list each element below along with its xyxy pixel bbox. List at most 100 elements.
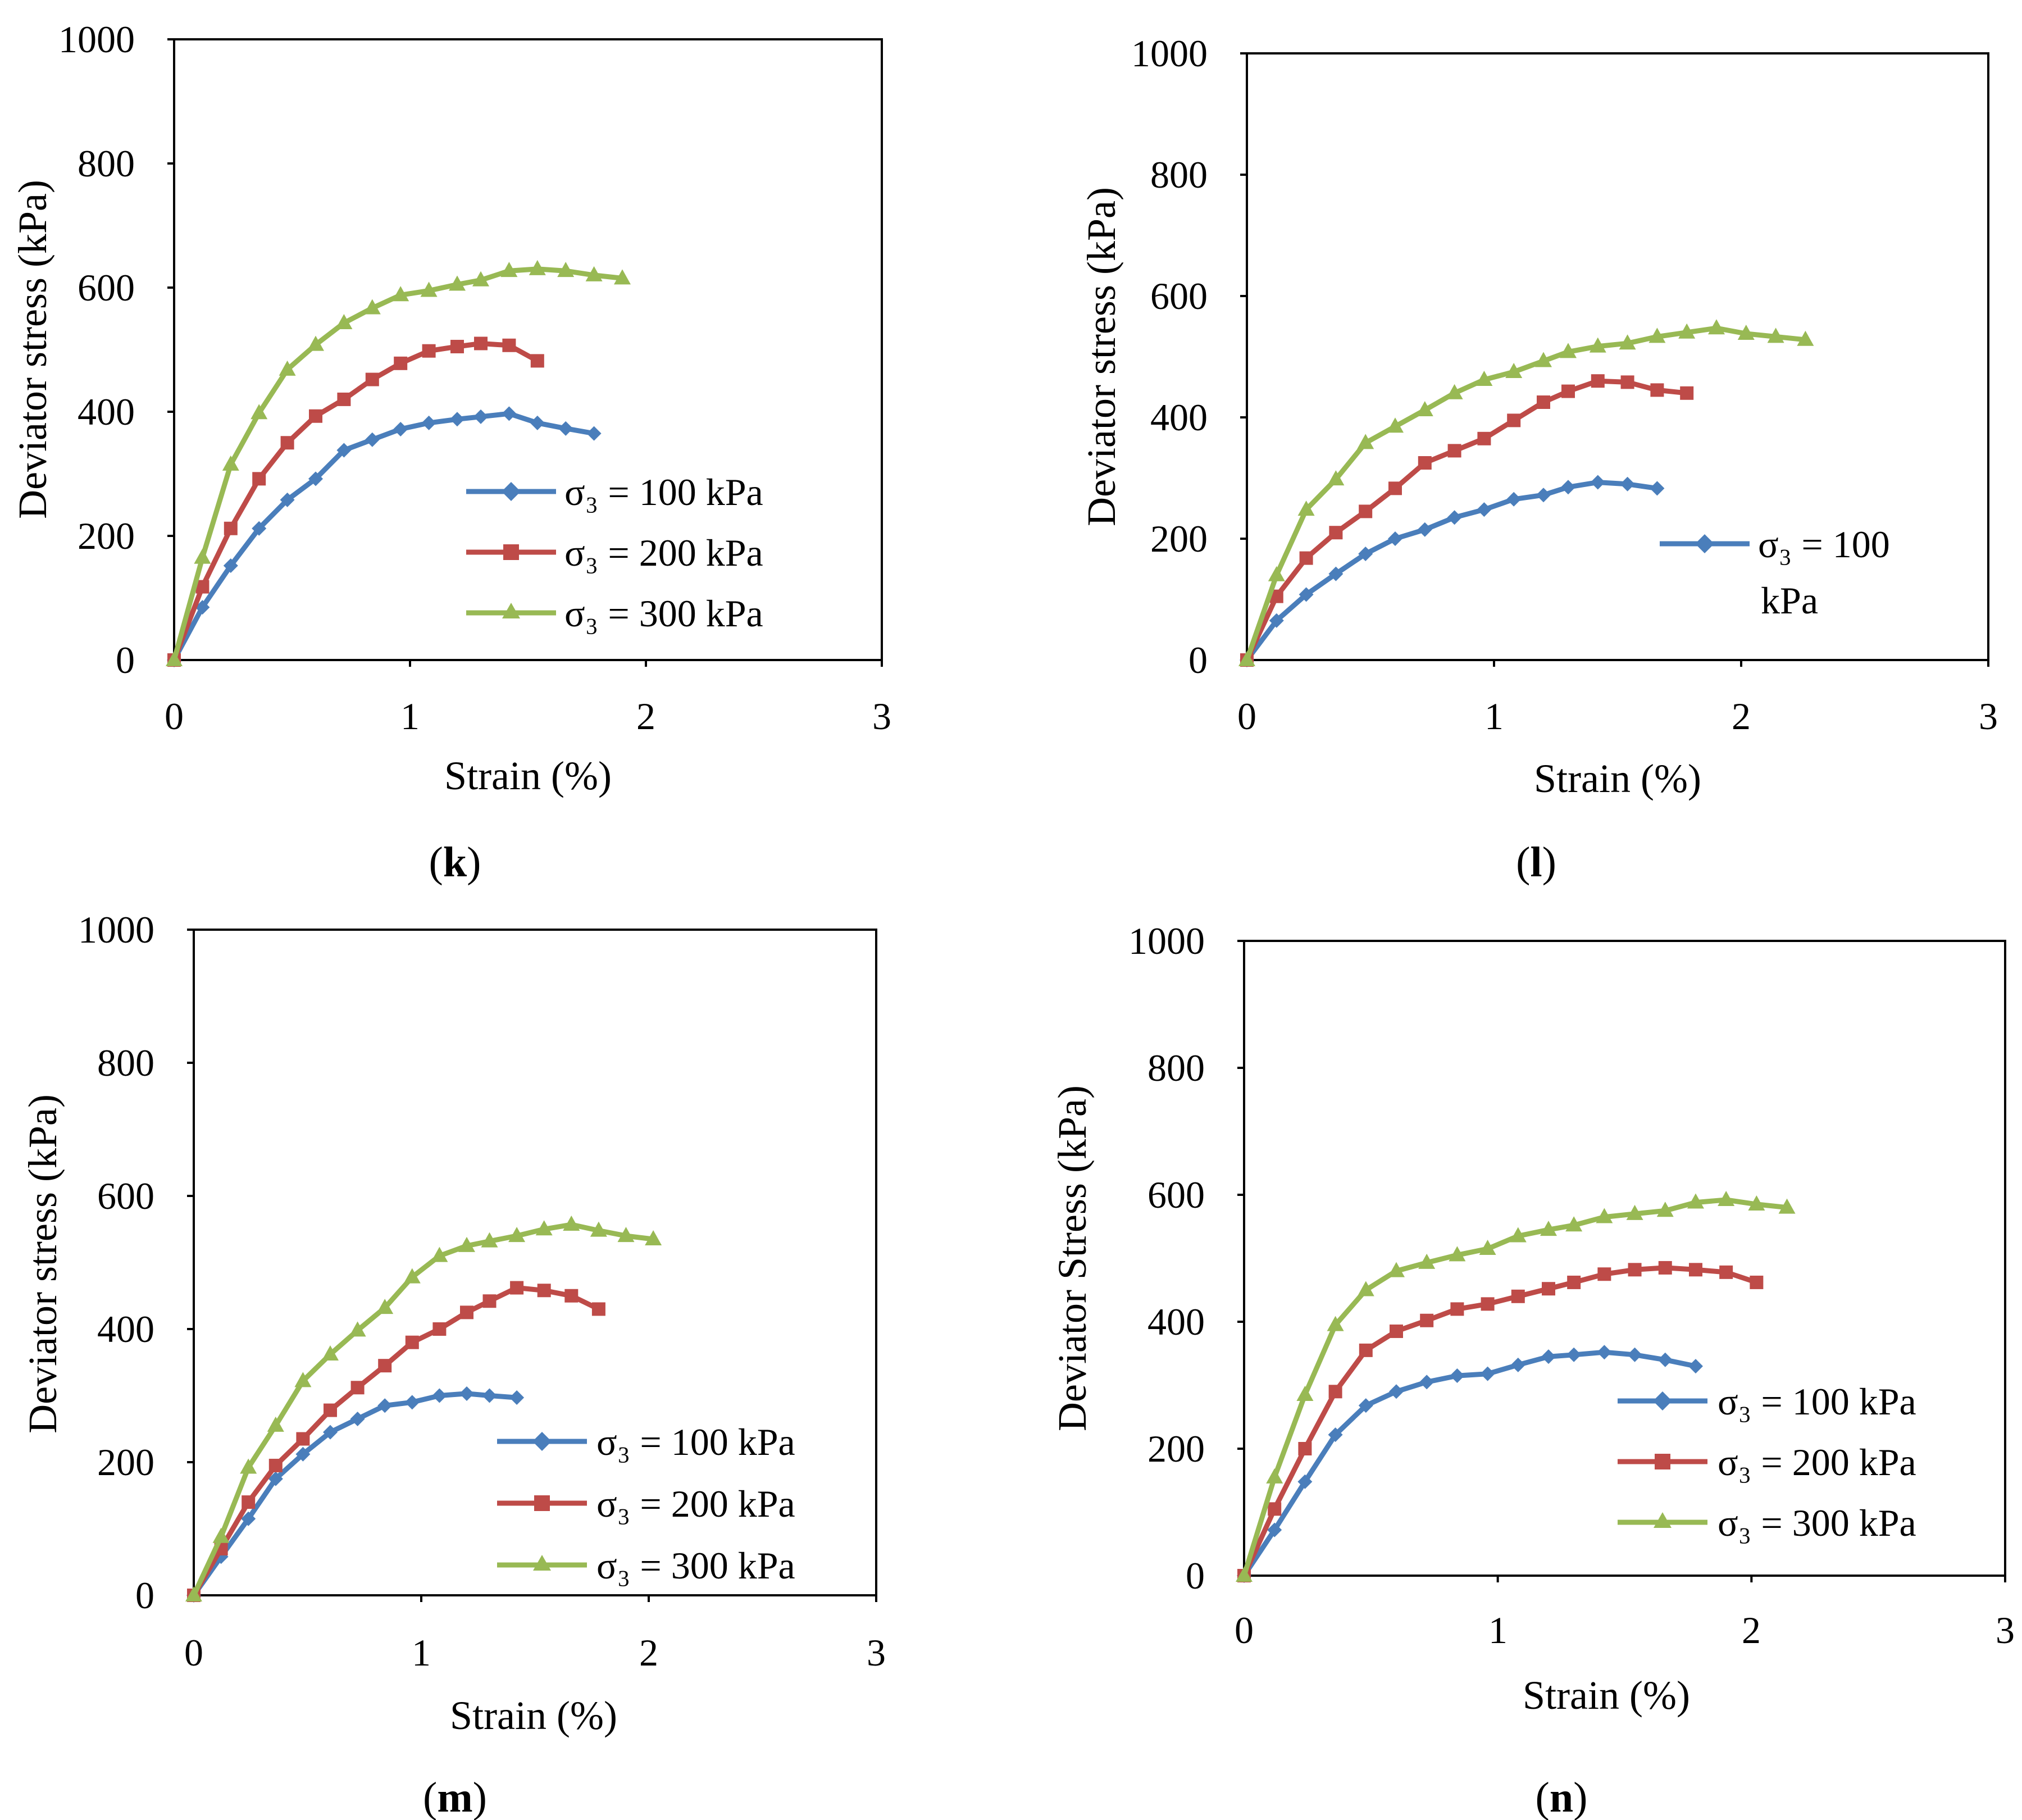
data-point [510, 1281, 524, 1295]
x-axis-title: Strain (%) [1534, 756, 1701, 801]
legend: σ₃ = 100 kPa σ₃ = 200 kPa σ₃ = 300 kPa [497, 1421, 795, 1587]
legend-marker [502, 603, 520, 618]
data-point [1418, 456, 1432, 470]
y-ticks: 0 200 400 600 800 1000 [1131, 32, 1208, 681]
y-tick-label: 400 [1150, 396, 1208, 439]
data-point [1269, 613, 1284, 628]
series-line [1244, 325, 1806, 661]
data-point [1267, 1522, 1282, 1537]
data-point [1298, 1442, 1312, 1455]
legend-label: σ₃ = 200 kPa [596, 1482, 795, 1525]
data-point [1449, 1246, 1466, 1262]
data-point [295, 1446, 311, 1462]
data-point [1357, 434, 1374, 449]
x-tick-label: 3 [867, 1631, 886, 1674]
data-point [1561, 480, 1575, 495]
data-point [252, 472, 266, 486]
data-point [1236, 1567, 1253, 1582]
data-point [1477, 431, 1491, 445]
legend-entry: σ₃ = 100 kPa [497, 1421, 795, 1463]
data-point [1589, 337, 1606, 353]
data-point [1597, 1267, 1611, 1281]
data-point [1419, 1375, 1434, 1390]
legend-entry: σ₃ = 200 kPa [1618, 1441, 1916, 1484]
y-tick-label: 200 [1147, 1427, 1205, 1470]
legend-entry: σ₃ = 300 kPa [497, 1544, 795, 1587]
legend-label: σ₃ = 100 kPa [1718, 1380, 1916, 1423]
data-point [280, 492, 295, 507]
legend-marker [1655, 1454, 1670, 1469]
data-point [1505, 363, 1523, 378]
data-point [590, 1221, 607, 1237]
data-point [421, 415, 436, 430]
data-point [307, 335, 324, 351]
data-point [240, 1458, 257, 1474]
data-point [1297, 501, 1315, 516]
y-tick-label: 0 [135, 1574, 154, 1617]
series-2 [187, 1281, 605, 1602]
data-point [404, 1395, 420, 1410]
plot-frame [1246, 52, 1989, 661]
data-point [403, 1268, 421, 1284]
data-point [460, 1305, 473, 1320]
data-point [1628, 1263, 1642, 1277]
data-point [563, 1215, 580, 1231]
data-point [1718, 1191, 1735, 1207]
x-tick-label: 1 [412, 1631, 431, 1674]
data-point [585, 266, 603, 281]
series-line [192, 1285, 600, 1597]
series-3 [1236, 1191, 1796, 1582]
caption-letter: l [1530, 839, 1542, 886]
data-point [1358, 1398, 1373, 1413]
x-tick-label: 0 [184, 1631, 203, 1674]
data-point [222, 455, 239, 471]
legend: σ₃ = 100 kPa σ₃ = 200 kPa σ₃ = 300 kPa [466, 471, 763, 635]
data-point [336, 443, 352, 458]
series-3 [1238, 319, 1814, 666]
data-point [1418, 1253, 1436, 1269]
data-point [1687, 1193, 1704, 1209]
data-point [363, 299, 381, 315]
data-point [1447, 444, 1461, 458]
data-point [350, 1411, 365, 1426]
legend-marker [533, 1555, 551, 1571]
y-tick-label: 0 [1186, 1554, 1205, 1597]
caption-letter: k [443, 839, 467, 886]
data-point [350, 1381, 365, 1395]
data-point [1536, 488, 1551, 503]
legend-label: σ₃ = 300 kPa [564, 592, 763, 635]
data-point [586, 426, 602, 441]
y-tick-label: 600 [1150, 275, 1208, 317]
data-point [502, 338, 516, 352]
series-line [1244, 378, 1687, 661]
panel-n: 0 200 400 600 800 1000 0 1 2 3 Strain (%… [1050, 920, 2015, 1820]
panel-caption: (n) [1536, 1774, 1588, 1820]
data-point [1446, 384, 1463, 399]
data-point [309, 409, 322, 423]
data-point [1680, 386, 1694, 400]
legend-marker [502, 482, 521, 501]
legend-marker [1653, 1391, 1672, 1411]
data-point [502, 406, 517, 421]
data-point [1481, 1297, 1495, 1311]
data-point [614, 269, 631, 285]
data-point [376, 1299, 394, 1314]
plot-frame [193, 929, 877, 1596]
y-tick-label: 800 [78, 142, 135, 185]
data-point [1477, 502, 1492, 517]
data-point [1388, 481, 1402, 495]
data-point [500, 262, 518, 277]
y-axis-title: Deviator stress (kPa) [1079, 187, 1124, 526]
y-tick-label: 200 [78, 515, 135, 557]
data-point [459, 1386, 474, 1401]
x-tick-label: 1 [1488, 1609, 1508, 1651]
data-point [1299, 587, 1314, 602]
x-tick-label: 3 [1979, 695, 1998, 738]
data-point [335, 313, 353, 329]
y-axis-title: Deviator stress (kPa) [10, 180, 55, 519]
data-point [1561, 384, 1575, 398]
x-tick-label: 2 [639, 1631, 658, 1674]
y-tick-label: 800 [1147, 1046, 1205, 1089]
series-3 [185, 1215, 662, 1601]
